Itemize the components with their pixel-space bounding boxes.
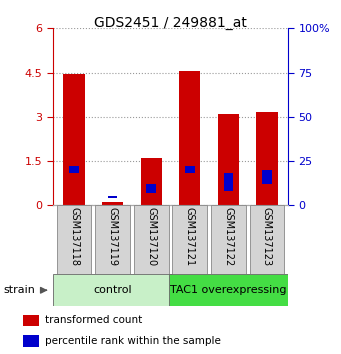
Bar (250, 205, 284, 274)
Text: GSM137118: GSM137118 (69, 207, 79, 267)
Text: GSM137119: GSM137119 (108, 207, 118, 267)
Text: percentile rank within the sample: percentile rank within the sample (45, 336, 221, 346)
Text: strain: strain (3, 285, 35, 295)
Bar (63, 74, 85, 205)
Text: GDS2451 / 249881_at: GDS2451 / 249881_at (94, 16, 247, 30)
Text: GSM137120: GSM137120 (146, 207, 156, 267)
Bar (211, 205, 246, 274)
Text: GSM137122: GSM137122 (223, 207, 233, 267)
Bar (218, 114, 239, 205)
Bar (168, 274, 288, 306)
Text: TAC1 overexpressing: TAC1 overexpressing (170, 285, 286, 295)
Bar (256, 112, 278, 205)
Text: GSM137121: GSM137121 (185, 207, 195, 267)
Bar (23, 335, 39, 347)
Bar (262, 170, 272, 184)
Bar (108, 196, 117, 198)
Bar (224, 173, 233, 191)
Bar (173, 205, 207, 274)
Text: transformed count: transformed count (45, 315, 142, 325)
Bar (102, 202, 123, 205)
Bar (134, 205, 168, 274)
Bar (140, 158, 162, 205)
Bar (179, 71, 201, 205)
Bar (57, 205, 91, 274)
Bar (185, 166, 195, 173)
Bar (146, 184, 156, 193)
Bar (69, 166, 79, 173)
Bar (95, 205, 130, 274)
Bar (23, 315, 39, 326)
Bar (53, 274, 173, 306)
Text: control: control (93, 285, 132, 295)
Text: GSM137123: GSM137123 (262, 207, 272, 267)
